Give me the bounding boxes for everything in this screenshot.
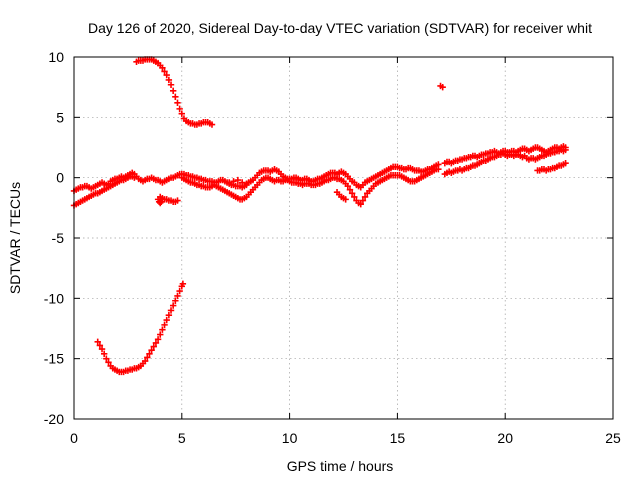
data-point (344, 182, 352, 190)
series-outlier (437, 82, 446, 91)
data-point (169, 302, 177, 309)
series-upper-arc (133, 56, 216, 128)
series-side-patches (154, 176, 349, 207)
x-tick-label: 15 (390, 430, 406, 446)
data-point (243, 180, 250, 187)
data-point (103, 355, 110, 362)
data-point (157, 331, 164, 338)
data-point (146, 350, 153, 358)
data-point (131, 174, 138, 181)
data-point (163, 316, 170, 324)
chart-title: Day 126 of 2020, Sidereal Day-to-day VTE… (88, 20, 592, 36)
data-point (144, 354, 151, 361)
data-point (439, 83, 446, 91)
data-point (174, 99, 181, 107)
data-point (150, 343, 157, 350)
data-point (172, 297, 179, 304)
data-point (165, 312, 173, 319)
data-point (154, 336, 162, 343)
data-point (163, 71, 170, 79)
data-point (176, 287, 183, 295)
series-main-band (70, 161, 442, 195)
data-point (351, 193, 358, 201)
y-tick-label: 0 (56, 170, 64, 186)
data-point (96, 342, 104, 349)
data-point (562, 159, 569, 167)
data-point (167, 81, 175, 88)
data-point (172, 93, 179, 101)
ticks: 0 5 10 15 20 25 -20 -15 -10 -5 0 5 10 (44, 49, 621, 446)
data-point (342, 196, 349, 203)
y-tick-label: -5 (52, 230, 65, 246)
series-late-band (441, 143, 569, 178)
y-tick-label: -10 (44, 290, 64, 306)
data-point (208, 121, 216, 128)
data-point (141, 357, 149, 365)
data-point (346, 186, 354, 193)
data-point (98, 345, 106, 353)
data-point (169, 87, 177, 94)
data-point (174, 197, 181, 204)
data-point (105, 359, 112, 366)
data-point (174, 292, 181, 300)
x-axis-label: GPS time / hours (287, 458, 394, 474)
data-point (226, 179, 233, 186)
x-tick-label: 0 (70, 430, 78, 446)
y-tick-label: 5 (56, 109, 64, 125)
data-point (176, 105, 183, 113)
y-tick-label: 10 (48, 49, 64, 65)
data-point (158, 198, 165, 205)
data-point (348, 190, 356, 197)
series-main-band-lower (70, 166, 442, 209)
data-point (230, 178, 237, 185)
data-point (161, 68, 168, 75)
data-point (359, 197, 367, 204)
x-tick-label: 5 (178, 430, 186, 446)
data-point (234, 176, 242, 184)
data-point (159, 326, 166, 333)
data-point (94, 338, 101, 345)
x-tick-label: 25 (605, 430, 621, 446)
data-point (161, 321, 168, 329)
data-point (152, 339, 160, 347)
data-point (165, 76, 173, 84)
data-point (361, 193, 369, 201)
y-axis-label: SDTVAR / TECUs (7, 182, 23, 294)
x-tick-label: 20 (497, 430, 513, 446)
data-point (167, 307, 175, 314)
data-point (157, 199, 164, 207)
data-point (148, 347, 155, 354)
data-point (179, 280, 187, 288)
data-point (435, 166, 442, 173)
data-point (178, 110, 185, 117)
x-tick-label: 10 (282, 430, 298, 446)
data-point (238, 179, 246, 186)
data-point (562, 146, 569, 154)
y-tick-label: -15 (44, 351, 64, 367)
data-point (159, 64, 166, 72)
data-point (100, 350, 108, 358)
data-series (70, 56, 569, 376)
data-point (357, 201, 364, 208)
grid (74, 57, 613, 419)
y-tick-label: -20 (44, 411, 64, 427)
series-lower-arc (94, 280, 187, 376)
